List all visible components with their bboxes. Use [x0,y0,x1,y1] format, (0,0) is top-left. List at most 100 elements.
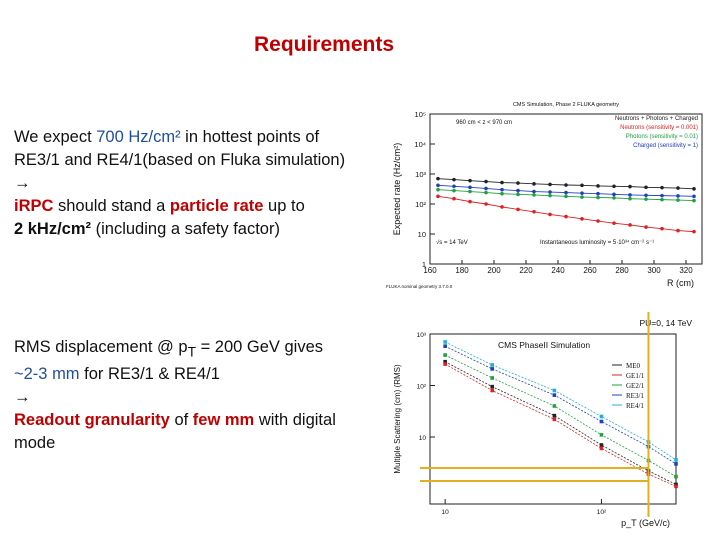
data-point-2 [484,190,488,195]
data-point-3 [452,184,456,189]
line: RMS displacement @ pT = 200 GeV gives [14,336,386,363]
annotation-energy: √s = 14 TeV [436,239,468,246]
y-tick-label: 10³ [415,170,426,179]
data-point-2 [612,196,616,200]
x-tick-label: 320 [679,266,693,275]
legend-entry-4: RE4/1 [626,402,644,410]
data-point-3 [612,192,616,197]
annotation-geometry: FLUKA nominal geometry 3.7.0.0 [386,284,453,289]
data-point-2 [628,196,632,201]
data-point-0 [599,443,604,447]
text: We expect [14,128,97,146]
x-tick-label: 240 [551,266,565,275]
data-point-2 [452,188,456,193]
data-point-0 [580,183,584,188]
text: (including a safety factor) [91,220,280,238]
line: RE3/1 and RE4/1(based on Fluka simulatio… [14,149,386,172]
annotation-z-range: 960 cm < z < 970 cm [456,120,512,126]
series-line-4 [444,341,677,461]
data-point-2 [516,192,520,197]
displacement-value: ~2-3 mm [14,365,80,384]
data-point-0 [532,182,536,186]
data-point-2 [564,194,568,199]
data-point-0 [443,359,447,364]
data-point-3 [500,187,504,192]
data-point-3 [692,194,696,199]
data-point-2 [500,191,504,196]
x-axis-label: R (cm) [667,278,694,288]
data-point-0 [484,179,488,184]
data-point-3 [552,393,557,397]
annotation-luminosity: Instantaneous luminosity = 5·10³⁴ cm⁻² s… [540,239,654,246]
data-point-3 [599,419,604,424]
data-point-2 [580,195,584,199]
line: → [14,386,386,409]
x-tick-label: 260 [583,266,597,275]
arrow-icon: → [14,174,31,192]
data-point-3 [490,367,494,371]
data-point-1 [500,205,504,209]
data-point-4 [599,414,604,419]
text: mode [14,434,56,453]
y-tick-label: 1 [422,260,426,269]
chart-header: PU=0, 14 TeV [639,318,692,328]
data-point-1 [548,212,552,217]
data-point-0 [436,176,440,181]
data-point-2 [532,193,536,197]
line: Readout granularity of few mm with digit… [14,409,386,432]
x-tick-label: 300 [647,266,661,275]
data-point-1 [516,207,520,212]
rate-value: 700 Hz/cm² [96,128,181,146]
y-axis-label: Expected rate (Hz/cm²) [392,143,402,236]
data-point-3 [596,191,600,196]
text: RE3/1 and RE4/1(based on Fluka simulatio… [14,151,346,169]
y-tick-label: 10⁵ [415,110,426,119]
chart-title: CMS PhaseII Simulation [498,340,590,350]
data-point-1 [676,228,680,233]
data-point-0 [564,183,568,187]
data-point-3 [443,344,447,348]
data-point-0 [596,184,600,188]
text: = 200 GeV gives [195,338,324,356]
data-point-0 [552,413,557,418]
text: for RE3/1 & RE4/1 [79,365,220,384]
series-line-2 [444,354,677,477]
x-tick-label: 180 [455,266,469,275]
x-tick-label: 10² [597,509,607,516]
line: 2 kHz/cm² (including a safety factor) [14,218,386,241]
data-point-0 [628,184,632,189]
y-tick-label: 10 [418,230,426,239]
data-point-2 [676,198,680,202]
data-point-0 [490,384,494,389]
data-point-0 [548,182,552,187]
data-point-1 [596,219,600,223]
series-line-0 [444,361,677,485]
x-tick-label: 280 [615,266,629,275]
data-point-0 [468,178,472,183]
arrow-icon: → [14,388,31,407]
line: mode [14,432,386,455]
data-point-0 [692,187,696,191]
data-point-2 [596,195,600,200]
data-point-3 [516,188,520,193]
data-point-1 [468,199,472,204]
data-point-0 [452,177,456,182]
y-axis-label: Multiple Scattering (cm) (RMS) [393,364,402,474]
particle-rate-label: particle rate [169,197,264,215]
data-point-3 [564,190,568,195]
data-point-1 [532,209,536,214]
text: should stand a [53,197,170,215]
y-tick-label: 10³ [417,332,427,339]
subscript: T [187,344,196,360]
line: → [14,172,386,195]
data-point-0 [516,181,520,185]
data-point-1 [674,484,678,489]
y-tick-label: 10² [417,383,427,390]
data-point-0 [674,482,678,487]
data-point-1 [644,225,648,229]
data-point-0 [676,186,680,190]
data-point-0 [644,185,648,190]
text: with digital [254,411,336,430]
data-point-3 [644,193,648,198]
few-mm-label: few mm [192,411,255,430]
